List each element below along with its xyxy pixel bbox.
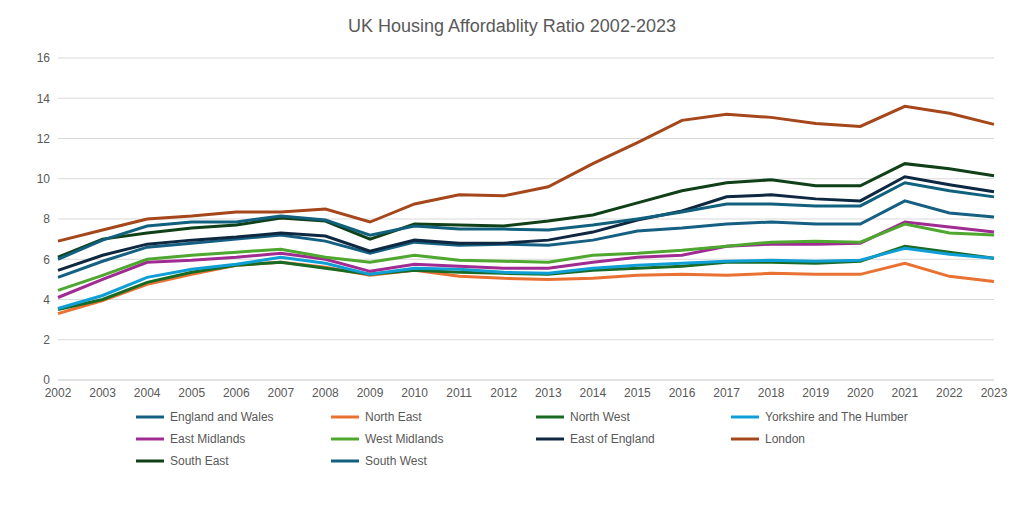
svg-text:2016: 2016 — [669, 386, 696, 400]
html-text:West Midlands: West Midlands — [365, 432, 444, 446]
html-text:East of England: East of England — [570, 432, 655, 446]
svg-text:2014: 2014 — [580, 386, 607, 400]
svg-text:2003: 2003 — [89, 386, 116, 400]
svg-text:2017: 2017 — [713, 386, 740, 400]
svg-text:2004: 2004 — [134, 386, 161, 400]
html-text:South West: South West — [365, 454, 427, 468]
svg-text:2021: 2021 — [892, 386, 919, 400]
html-text:South East: South East — [170, 454, 229, 468]
html-text:London: London — [765, 432, 805, 446]
svg-text:2019: 2019 — [802, 386, 829, 400]
svg-text:2006: 2006 — [223, 386, 250, 400]
svg-text:2007: 2007 — [268, 386, 295, 400]
svg-text:2: 2 — [43, 333, 50, 347]
svg-text:14: 14 — [37, 92, 51, 106]
html-text:North East: North East — [365, 410, 422, 424]
svg-text:8: 8 — [43, 212, 50, 226]
svg-text:2020: 2020 — [847, 386, 874, 400]
svg-text:12: 12 — [37, 132, 51, 146]
svg-text:16: 16 — [37, 51, 51, 65]
svg-text:2009: 2009 — [357, 386, 384, 400]
svg-text:2022: 2022 — [936, 386, 963, 400]
svg-text:2008: 2008 — [312, 386, 339, 400]
svg-text:2015: 2015 — [624, 386, 651, 400]
svg-text:2005: 2005 — [178, 386, 205, 400]
html-text:East Midlands: East Midlands — [170, 432, 246, 446]
svg-text:2012: 2012 — [490, 386, 517, 400]
svg-text:2010: 2010 — [401, 386, 428, 400]
html-text:UK Housing Affordablity Ratio: UK Housing Affordablity Ratio 2002-2023 — [348, 16, 676, 36]
svg-text:2023: 2023 — [981, 386, 1008, 400]
svg-text:10: 10 — [37, 172, 51, 186]
svg-text:2018: 2018 — [758, 386, 785, 400]
svg-text:4: 4 — [43, 293, 50, 307]
html-text:Yorkshire and The Humber: Yorkshire and The Humber — [765, 410, 908, 424]
svg-text:6: 6 — [43, 253, 50, 267]
svg-text:2013: 2013 — [535, 386, 562, 400]
svg-text:2011: 2011 — [446, 386, 472, 400]
svg-text:0: 0 — [43, 373, 50, 387]
svg-text:2002: 2002 — [45, 386, 72, 400]
html-text:England and Wales: England and Wales — [170, 410, 274, 424]
html-text:North West: North West — [570, 410, 630, 424]
